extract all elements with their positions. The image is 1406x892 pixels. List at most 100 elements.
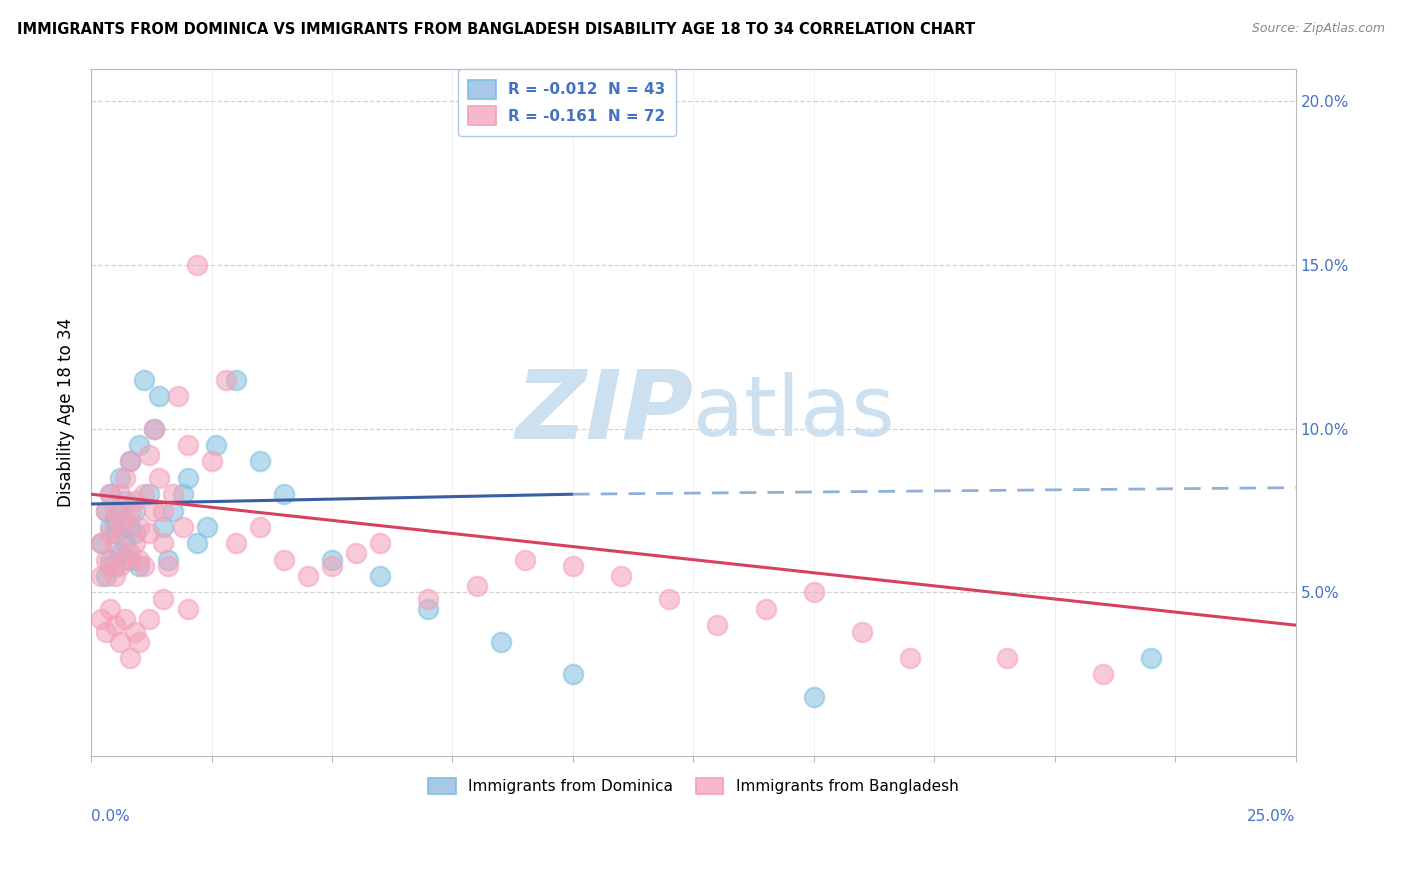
- Point: [176, 438, 198, 452]
- Point: [368, 536, 391, 550]
- Point: [128, 559, 150, 574]
- Point: [134, 373, 156, 387]
- Point: [134, 559, 156, 574]
- Point: [167, 389, 190, 403]
- Point: [114, 513, 136, 527]
- Point: [108, 471, 131, 485]
- Point: [225, 373, 247, 387]
- Point: [1140, 651, 1163, 665]
- Point: [215, 373, 238, 387]
- Point: [205, 438, 228, 452]
- Point: [172, 520, 194, 534]
- Point: [273, 552, 295, 566]
- Point: [148, 389, 170, 403]
- Point: [118, 651, 141, 665]
- Point: [94, 503, 117, 517]
- Point: [104, 526, 127, 541]
- Text: 25.0%: 25.0%: [1247, 808, 1295, 823]
- Point: [176, 602, 198, 616]
- Text: IMMIGRANTS FROM DOMINICA VS IMMIGRANTS FROM BANGLADESH DISABILITY AGE 18 TO 34 C: IMMIGRANTS FROM DOMINICA VS IMMIGRANTS F…: [17, 22, 974, 37]
- Point: [118, 454, 141, 468]
- Point: [561, 667, 583, 681]
- Point: [465, 579, 488, 593]
- Point: [152, 591, 174, 606]
- Point: [321, 559, 343, 574]
- Point: [195, 520, 218, 534]
- Point: [152, 520, 174, 534]
- Point: [186, 536, 208, 550]
- Point: [610, 569, 633, 583]
- Point: [225, 536, 247, 550]
- Point: [172, 487, 194, 501]
- Point: [118, 454, 141, 468]
- Point: [108, 487, 131, 501]
- Point: [104, 513, 127, 527]
- Text: ZIP: ZIP: [516, 366, 693, 458]
- Point: [186, 258, 208, 272]
- Point: [108, 546, 131, 560]
- Point: [100, 526, 122, 541]
- Point: [851, 624, 873, 639]
- Point: [124, 493, 146, 508]
- Point: [104, 536, 127, 550]
- Point: [118, 503, 141, 517]
- Point: [142, 422, 165, 436]
- Point: [100, 552, 122, 566]
- Point: [200, 454, 222, 468]
- Point: [138, 487, 160, 501]
- Text: atlas: atlas: [693, 372, 896, 453]
- Text: Source: ZipAtlas.com: Source: ZipAtlas.com: [1251, 22, 1385, 36]
- Point: [114, 536, 136, 550]
- Point: [344, 546, 367, 560]
- Point: [94, 503, 117, 517]
- Point: [124, 536, 146, 550]
- Point: [100, 487, 122, 501]
- Point: [108, 559, 131, 574]
- Point: [162, 503, 184, 517]
- Point: [118, 552, 141, 566]
- Point: [418, 602, 440, 616]
- Point: [995, 651, 1018, 665]
- Legend: Immigrants from Dominica, Immigrants from Bangladesh: Immigrants from Dominica, Immigrants fro…: [422, 772, 965, 800]
- Point: [100, 487, 122, 501]
- Point: [321, 552, 343, 566]
- Point: [157, 559, 180, 574]
- Point: [108, 503, 131, 517]
- Point: [104, 559, 127, 574]
- Point: [157, 552, 180, 566]
- Point: [114, 471, 136, 485]
- Point: [100, 520, 122, 534]
- Point: [513, 552, 536, 566]
- Point: [368, 569, 391, 583]
- Point: [128, 634, 150, 648]
- Point: [94, 624, 117, 639]
- Point: [124, 503, 146, 517]
- Point: [114, 552, 136, 566]
- Point: [658, 591, 681, 606]
- Point: [128, 552, 150, 566]
- Point: [561, 559, 583, 574]
- Point: [124, 526, 146, 541]
- Point: [104, 503, 127, 517]
- Point: [114, 612, 136, 626]
- Point: [128, 438, 150, 452]
- Point: [138, 526, 160, 541]
- Point: [706, 618, 728, 632]
- Point: [90, 569, 112, 583]
- Point: [755, 602, 778, 616]
- Point: [803, 585, 825, 599]
- Point: [134, 487, 156, 501]
- Point: [100, 559, 122, 574]
- Text: 0.0%: 0.0%: [91, 808, 129, 823]
- Point: [104, 618, 127, 632]
- Point: [128, 520, 150, 534]
- Point: [803, 690, 825, 705]
- Y-axis label: Disability Age 18 to 34: Disability Age 18 to 34: [58, 318, 75, 507]
- Point: [90, 536, 112, 550]
- Point: [489, 634, 512, 648]
- Point: [94, 569, 117, 583]
- Point: [90, 612, 112, 626]
- Point: [152, 536, 174, 550]
- Point: [297, 569, 319, 583]
- Point: [418, 591, 440, 606]
